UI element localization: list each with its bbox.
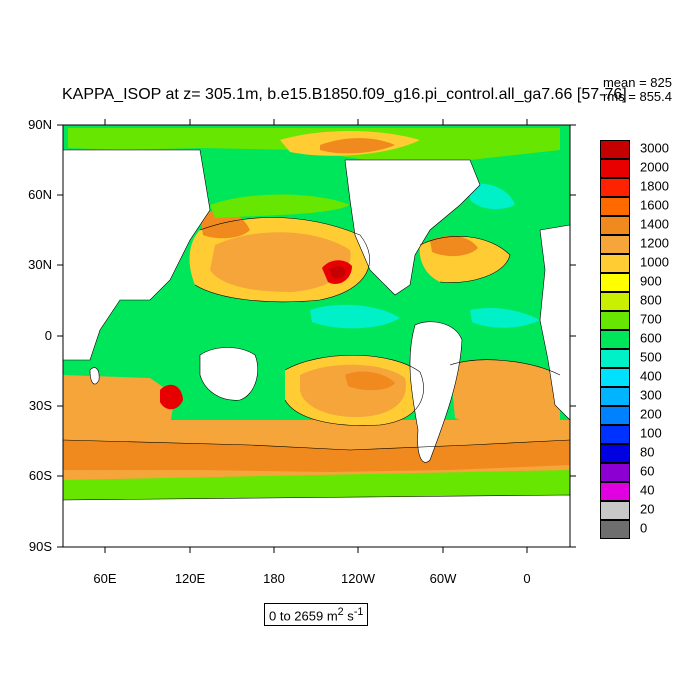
legend-label: 500 xyxy=(640,349,662,365)
map-title: KAPPA_ISOP at z= 305.1m, b.e15.B1850.f09… xyxy=(62,86,627,103)
lon-label: 120W xyxy=(341,571,375,586)
legend-label: 1200 xyxy=(640,235,669,251)
legend-swatch xyxy=(600,292,630,311)
legend-label: 1800 xyxy=(640,178,669,194)
legend-label: 80 xyxy=(640,444,655,460)
legend-label: 800 xyxy=(640,292,662,308)
legend-swatch xyxy=(600,501,630,520)
legend-swatch xyxy=(600,273,630,292)
north-pacific-core xyxy=(210,232,351,292)
lat-label: 60S xyxy=(28,468,52,483)
lat-label: 30N xyxy=(28,257,52,272)
legend-swatch xyxy=(600,159,630,178)
lon-label: 60W xyxy=(429,571,457,586)
legend-swatch xyxy=(600,311,630,330)
madagascar xyxy=(89,367,100,385)
legend-swatch xyxy=(600,482,630,501)
legend-swatch xyxy=(600,330,630,349)
legend-label: 200 xyxy=(640,406,662,422)
legend-label: 300 xyxy=(640,387,662,403)
range-text: 0 to 2659 m xyxy=(269,608,338,624)
kuroshio xyxy=(200,210,250,239)
legend-swatch xyxy=(600,349,630,368)
lat-label: 90S xyxy=(28,539,52,554)
legend-label: 400 xyxy=(640,368,662,384)
north-atlantic-low xyxy=(470,183,515,210)
legend-label: 40 xyxy=(640,482,655,498)
range-sup: 2 xyxy=(337,606,344,618)
legend-swatch xyxy=(600,197,630,216)
legend-swatch xyxy=(600,235,630,254)
legend-label: 100 xyxy=(640,425,662,441)
lon-label: 180 xyxy=(263,571,285,586)
australia xyxy=(199,347,259,401)
legend-swatch xyxy=(600,425,630,444)
lat-label: 60N xyxy=(28,187,52,202)
legend-label: 600 xyxy=(640,330,662,346)
lon-label: 60E xyxy=(93,571,117,586)
legend-swatch xyxy=(600,387,630,406)
legend-label: 60 xyxy=(640,463,655,479)
legend-swatch xyxy=(600,178,630,197)
agulhas xyxy=(160,384,183,410)
north-atlantic-core xyxy=(430,235,478,257)
legend-label: 3000 xyxy=(640,140,669,156)
legend-label: 900 xyxy=(640,273,662,289)
legend-swatch xyxy=(600,368,630,387)
antarctica xyxy=(62,494,571,548)
stat-mean: mean = 825 xyxy=(602,75,672,90)
legend-swatch xyxy=(600,216,630,235)
north-america xyxy=(344,159,481,296)
land-masses xyxy=(62,149,571,548)
range-unit-sup: -1 xyxy=(353,606,364,618)
tropical-atlantic-low xyxy=(470,308,540,328)
legend-label: 0 xyxy=(640,520,648,536)
southern-rim xyxy=(63,470,570,500)
lat-label: 90N xyxy=(28,117,52,132)
lon-label: 0 xyxy=(523,571,531,586)
legend-label: 700 xyxy=(640,311,662,327)
south-america xyxy=(409,321,463,463)
legend-label: 1600 xyxy=(640,197,669,213)
lat-label: 0 xyxy=(44,328,52,343)
south-pacific-hot xyxy=(345,371,395,391)
legend-swatch xyxy=(600,463,630,482)
eurasia-left xyxy=(62,149,211,361)
legend-label: 20 xyxy=(640,501,655,517)
legend-swatch xyxy=(600,140,630,159)
north-pacific-peak-core xyxy=(330,266,346,279)
legend-swatch xyxy=(600,444,630,463)
axis-ticks xyxy=(57,119,576,553)
legend-label: 2000 xyxy=(640,159,669,175)
lon-label: 120E xyxy=(174,571,206,586)
tropical-pacific-low xyxy=(310,304,400,329)
legend-swatch xyxy=(600,254,630,273)
south-atlantic-gyre xyxy=(450,359,560,432)
subpolar-pacific xyxy=(210,194,350,218)
stat-rms: rms = 855.4 xyxy=(602,89,672,104)
south-indian-gyre xyxy=(63,375,175,425)
contour-lines xyxy=(62,217,571,451)
range-unit: s xyxy=(343,608,354,624)
legend-swatch xyxy=(600,520,630,539)
lat-label: 30S xyxy=(28,398,52,413)
range-label: 0 to 2659 m2 s-1 xyxy=(264,603,369,627)
legend-swatch xyxy=(600,406,630,425)
legend-label: 1000 xyxy=(640,254,669,270)
arctic-hot xyxy=(320,138,395,154)
southern-ocean-core xyxy=(63,440,570,472)
legend-label: 1400 xyxy=(640,216,669,232)
